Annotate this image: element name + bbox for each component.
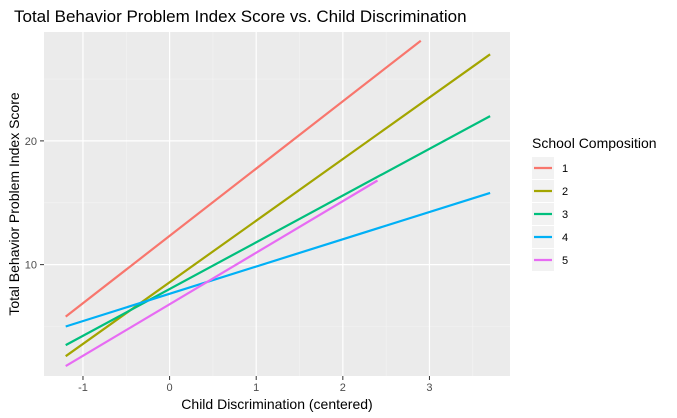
plot-panel — [44, 32, 510, 376]
y-tick-label: 10 — [25, 260, 37, 272]
x-axis: -1 0 1 2 3 — [78, 376, 433, 394]
grid-minor — [44, 32, 510, 376]
legend-title: School Composition — [532, 135, 657, 151]
y-tick-label: 20 — [25, 136, 37, 148]
series-line-5 — [65, 179, 379, 368]
legend-label: 2 — [562, 186, 568, 198]
x-tick-label: 0 — [167, 382, 173, 394]
y-axis: 10 20 — [25, 136, 44, 272]
series-line-4 — [65, 191, 491, 328]
legend-label: 5 — [562, 255, 568, 267]
legend-item-5: 5 — [532, 249, 568, 271]
legend-label: 4 — [562, 232, 568, 244]
legend-label: 3 — [562, 209, 568, 221]
y-axis-title: Total Behavior Problem Index Score — [6, 92, 22, 316]
series-lines — [65, 39, 491, 368]
legend-item-2: 2 — [532, 180, 568, 202]
series-line-3 — [65, 115, 491, 347]
legend-item-4: 4 — [532, 226, 568, 248]
legend-label: 1 — [562, 163, 568, 175]
x-tick-label: 1 — [253, 382, 259, 394]
x-tick-label: 2 — [340, 382, 346, 394]
series-line-1 — [65, 39, 422, 318]
legend-keys: 1 2 3 4 5 — [532, 157, 568, 271]
x-tick-label: -1 — [78, 382, 88, 394]
grid-major — [44, 32, 510, 376]
legend-item-3: 3 — [532, 203, 568, 225]
x-tick-label: 3 — [426, 382, 432, 394]
x-axis-title: Child Discrimination (centered) — [181, 396, 372, 412]
chart-title: Total Behavior Problem Index Score vs. C… — [14, 7, 467, 26]
legend: School Composition 1 2 3 4 5 — [532, 135, 657, 271]
legend-item-1: 1 — [532, 157, 568, 179]
